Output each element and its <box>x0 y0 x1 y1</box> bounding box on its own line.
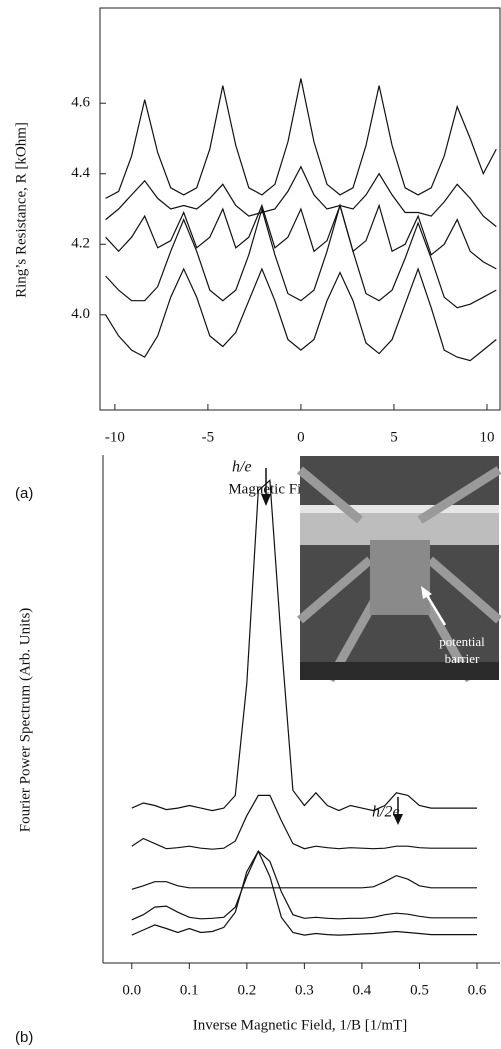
x-tick-label: 0.0 <box>122 982 141 998</box>
x-tick-label: 0.4 <box>353 982 372 998</box>
curve <box>105 203 497 309</box>
curve <box>131 874 477 890</box>
y-axis-label: Ring’s Resistance, R [kOhm] <box>13 122 29 298</box>
x-tick-label: 0.6 <box>468 982 487 998</box>
curve <box>131 479 477 812</box>
arrow-head <box>393 814 403 825</box>
y-tick-label: 4.6 <box>71 95 90 111</box>
x-tick-label: 0.5 <box>410 982 429 998</box>
inset-image <box>297 456 501 683</box>
curve <box>131 849 477 936</box>
curve <box>131 794 477 850</box>
x-axis-label: Inverse Magnetic Field, 1/B [1/mT] <box>193 1017 408 1033</box>
curve <box>131 850 477 921</box>
x-tick-label: 5 <box>390 429 398 445</box>
plot-area <box>105 78 497 362</box>
x-tick-label: 0 <box>297 429 305 445</box>
curve <box>105 267 497 362</box>
curve <box>105 78 497 199</box>
panel-label: (a) <box>15 485 33 502</box>
x-tick-label: 0.2 <box>237 982 256 998</box>
y-tick-label: 4.0 <box>71 306 90 322</box>
plot-area <box>131 479 477 936</box>
frame <box>99 7 501 411</box>
curve <box>105 203 497 270</box>
x-tick-label: 0.1 <box>180 982 199 998</box>
panel-label: (b) <box>15 1029 33 1046</box>
annotation: h/e <box>232 459 252 476</box>
y-tick-label: 4.2 <box>71 236 90 252</box>
inset-label: barrier <box>445 651 480 666</box>
x-tick-label: -10 <box>105 429 125 445</box>
curve <box>105 165 497 228</box>
arrow-head <box>261 494 271 506</box>
inset-label: potential <box>439 634 485 649</box>
x-tick-label: 10 <box>479 429 494 445</box>
x-tick-label: -5 <box>202 429 215 445</box>
y-tick-label: 4.4 <box>71 165 90 181</box>
y-axis-label: Fourier Power Spectrum (Arb. Units) <box>17 608 33 833</box>
x-tick-label: 0.3 <box>295 982 314 998</box>
